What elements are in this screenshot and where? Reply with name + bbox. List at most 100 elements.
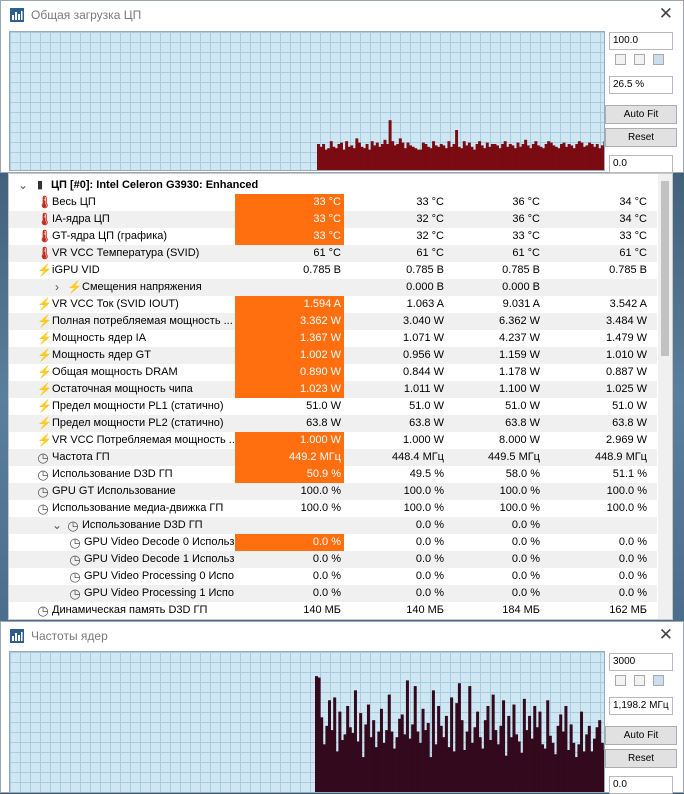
sensor-row[interactable]: ◷GPU Video Processing 0 Исполь... 0.0 % 0.… xyxy=(9,568,657,585)
sensor-row[interactable]: ⌄ ◷ Использование D3D ГП 0.0 % 0.0 % xyxy=(9,517,657,534)
close-icon[interactable]: ✕ xyxy=(658,625,673,644)
sensor-row[interactable]: 🌡 GT-ядра ЦП (графика) 33 °C 32 °C 33 °C 33 °… xyxy=(9,228,657,245)
sensor-value-average: 34 °C xyxy=(619,196,647,208)
color-swatch-2[interactable] xyxy=(634,54,645,65)
sensor-row[interactable]: ⚡ VR VCC Потребляемая мощность ... 1.000 W… xyxy=(9,432,657,449)
sensor-value-minimum: 1.063 A xyxy=(406,298,444,310)
graph-bar xyxy=(488,146,492,170)
color-swatch-3[interactable] xyxy=(653,54,664,65)
title-bar[interactable]: Общая загрузка ЦП ✕ xyxy=(1,1,683,29)
sensor-value-current: 140 МБ xyxy=(303,604,341,616)
graph-bar xyxy=(333,697,337,792)
graph-bar xyxy=(442,737,446,792)
graph-bar xyxy=(598,720,602,792)
graph-bar xyxy=(463,749,467,792)
scrollbar-thumb[interactable] xyxy=(661,181,669,356)
graph-bar xyxy=(369,737,373,792)
sensor-row[interactable]: ⚡ Остаточная мощность чипа 1.023 W 1.011 W 1… xyxy=(9,381,657,398)
color-swatch-1[interactable] xyxy=(615,54,626,65)
graph-bar xyxy=(539,146,543,170)
thermometer-icon: 🌡 xyxy=(37,246,53,260)
sensor-value-average: 34 °C xyxy=(619,213,647,225)
graph-bar xyxy=(447,141,451,170)
sensor-value-average: 2.969 W xyxy=(606,434,647,446)
graph-bar xyxy=(434,744,438,792)
graph-bar xyxy=(524,139,528,170)
hwinfo-app-icon xyxy=(10,8,24,22)
sensor-row[interactable]: ◷ GPU GT Использование 100.0 % 100.0 % 100.0… xyxy=(9,483,657,500)
cpu-load-window: Общая загрузка ЦП ✕ 100.0 26.5 % Auto Fi… xyxy=(0,0,684,173)
expand-chevron-icon[interactable]: › xyxy=(55,280,59,294)
graph-bar xyxy=(437,146,441,170)
expand-chevron-icon[interactable]: ⌄ xyxy=(51,518,63,532)
sensor-row[interactable]: ⚡ Полная потребляемая мощность ... 3.362 W… xyxy=(9,313,657,330)
graph-bar xyxy=(400,714,404,792)
sensor-value-maximum: 0.0 % xyxy=(511,536,540,548)
graph-bar xyxy=(342,149,346,170)
sensor-row[interactable]: ⚡ Общая мощность DRAM 0.890 W 0.844 W 1.178 … xyxy=(9,364,657,381)
lightning-icon: ⚡ xyxy=(37,348,52,362)
auto-fit-button[interactable]: Auto Fit xyxy=(605,105,677,124)
color-swatch-2[interactable] xyxy=(634,675,645,686)
color-swatch-1[interactable] xyxy=(615,675,626,686)
sensor-row[interactable]: › ⚡ Смещения напряжения 0.000 В 0.000 В xyxy=(9,279,657,296)
sensor-value-maximum: 1.178 W xyxy=(499,366,540,378)
sensor-row[interactable]: ◷GPU Video Decode 1 Использов... 0.0 % 0.0… xyxy=(9,551,657,568)
sensor-row[interactable]: ◷GPU Video Processing 1 Исполь... 0.0 % 0.… xyxy=(9,585,657,602)
sensor-label: Общая мощность DRAM xyxy=(52,366,178,378)
graph-bar xyxy=(508,144,512,170)
graph-bar xyxy=(449,146,453,170)
sensor-row[interactable]: ⚡ Предел мощности PL2 (статично) 63.8 W 63.… xyxy=(9,415,657,432)
sensor-row[interactable]: ⚡ Предел мощности PL1 (статично) 51.0 W 51.… xyxy=(9,398,657,415)
lightning-icon: ⚡ xyxy=(37,382,52,396)
sensor-value-current xyxy=(235,517,344,534)
auto-fit-button[interactable]: Auto Fit xyxy=(605,726,677,745)
graph-bar xyxy=(360,146,364,170)
sensor-value-minimum: 100.0 % xyxy=(403,485,444,497)
sensor-row[interactable]: ⚡ Мощность ядер GT 1.002 W 0.956 W 1.159 W 1.… xyxy=(9,347,657,364)
graph-min-field[interactable]: 0.0 xyxy=(609,155,673,173)
sensor-row[interactable]: ◷ Частота ГП 449.2 МГц 448.4 МГц 449.5 МГц 44… xyxy=(9,449,657,466)
sensor-row[interactable]: 🌡 VR VCC Температура (SVID) 61 °C 61 °C 61 °… xyxy=(9,245,657,262)
graph-bar xyxy=(315,676,318,792)
title-bar[interactable]: Частоты ядер ✕ xyxy=(1,622,683,650)
graph-max-field[interactable]: 3000 xyxy=(609,653,673,671)
graph-bar xyxy=(485,142,489,170)
graph-bar xyxy=(357,142,361,170)
sensor-row[interactable]: ◷GPU Video Decode 0 Использов...0.0 %0.0… xyxy=(9,534,657,551)
sensor-value-average: 51.0 W xyxy=(612,400,647,412)
graph-bar xyxy=(324,149,328,170)
sensor-row[interactable]: ⚡ VR VCC Ток (SVID IOUT) 1.594 A 1.063 A 9.0… xyxy=(9,296,657,313)
sensor-row[interactable]: ⚡ Мощность ядер IA 1.367 W 1.071 W 4.237 W 1.… xyxy=(9,330,657,347)
sensor-value-average xyxy=(543,279,650,296)
reset-button[interactable]: Reset xyxy=(605,749,677,768)
collapse-chevron-icon[interactable]: ⌄ xyxy=(17,178,29,192)
sensor-group-header[interactable]: ⌄ ▮ ЦП [#0]: Intel Celeron G3930: Enhanc… xyxy=(9,177,657,194)
sensor-label: Динамическая память D3D ГП xyxy=(52,604,208,616)
sensor-value-current: 0.0 % xyxy=(312,570,341,582)
graph-bar xyxy=(388,120,392,170)
graph-bar xyxy=(434,145,438,170)
sensor-value-maximum: 33 °C xyxy=(512,230,540,242)
graph-bar xyxy=(429,148,433,170)
graph-max-field[interactable]: 100.0 xyxy=(609,32,673,50)
graph-bar xyxy=(395,737,399,792)
sensor-row[interactable]: ◷ Динамическая память D3D ГП 140 МБ 140 МБ 1… xyxy=(9,602,657,619)
graph-bar xyxy=(353,690,357,792)
close-icon[interactable]: ✕ xyxy=(658,4,673,23)
sensor-label: GPU Video Processing 1 Исполь... xyxy=(84,587,234,599)
graph-bar xyxy=(416,149,420,170)
thermometer-icon: 🌡 xyxy=(37,212,53,226)
reset-button[interactable]: Reset xyxy=(605,128,677,147)
sensor-row[interactable]: ◷ Использование медиа-движка ГП 100.0 % 100… xyxy=(9,500,657,517)
graph-bar xyxy=(391,141,395,170)
sensor-row[interactable]: ◷ Использование D3D ГП 50.9 % 49.5 % 58.0 % 5… xyxy=(9,466,657,483)
sensor-row[interactable]: 🌡 Весь ЦП 33 °C 33 °C 36 °C 34 °C xyxy=(9,194,657,211)
graph-min-field[interactable]: 0.0 xyxy=(609,776,673,794)
sensor-row[interactable]: 🌡 IA-ядра ЦП 33 °C 32 °C 36 °C 34 °C xyxy=(9,211,657,228)
vertical-scrollbar[interactable] xyxy=(658,174,672,619)
graph-bar xyxy=(588,142,592,170)
sensor-label: Остаточная мощность чипа xyxy=(52,383,193,395)
sensor-row[interactable]: ⚡ iGPU VID 0.785 В 0.785 В 0.785 В 0.785 В xyxy=(9,262,657,279)
color-swatch-3[interactable] xyxy=(653,675,664,686)
